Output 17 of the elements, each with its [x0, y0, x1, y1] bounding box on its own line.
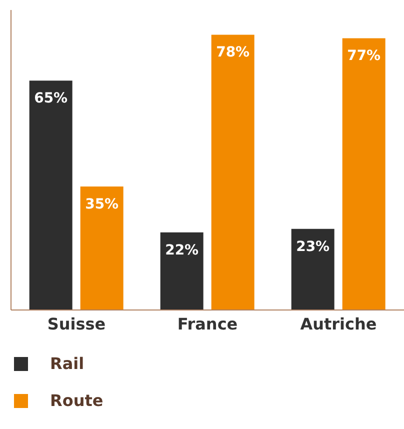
data-label: 22% [165, 242, 199, 258]
x-tick-label: Suisse [47, 314, 106, 334]
bar [211, 34, 254, 310]
data-label: 77% [347, 48, 381, 64]
x-tick-label: France [177, 314, 238, 334]
data-label: 65% [34, 90, 68, 107]
bar [160, 232, 204, 310]
bar [342, 38, 386, 310]
x-tick-label: Autriche [300, 314, 377, 334]
data-label: 23% [296, 238, 330, 255]
bar [29, 80, 72, 310]
legend-label: Route [50, 391, 104, 410]
data-label: 35% [85, 196, 119, 212]
legend-label: Rail [50, 354, 84, 373]
data-label: 78% [216, 44, 250, 61]
bar [80, 186, 124, 310]
bar [291, 228, 334, 310]
